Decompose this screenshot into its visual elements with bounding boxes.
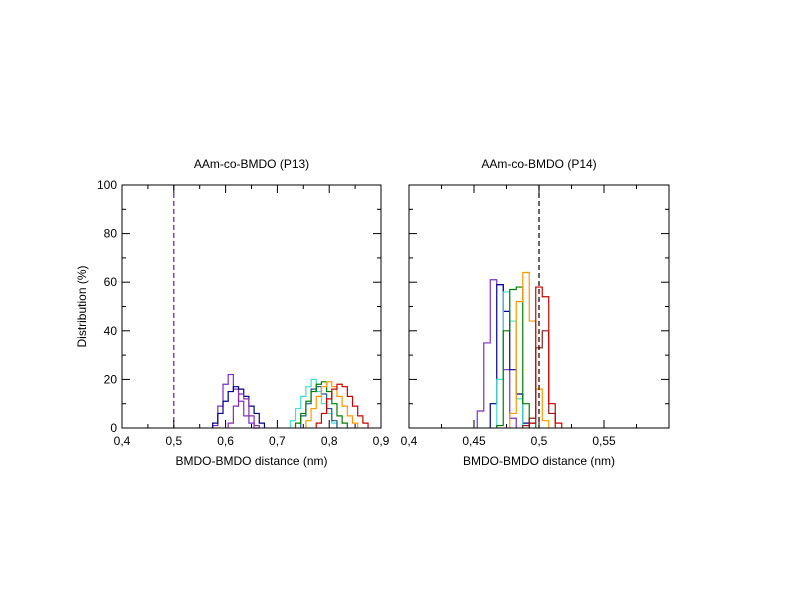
x-tick-label: 0,9 [373,434,390,448]
panel-2: AAm-co-BMDO (P14) 0,4 0,45 0,5 0,55 BMDO-BMDO… [401,157,670,468]
x-tick-label: 0,7 [269,434,286,448]
x-tick-label: 0,5 [531,434,548,448]
y-axis-label: Distribution (%) [75,265,89,347]
histogram-series-4 [289,378,338,428]
histogram-series-1 [476,279,517,428]
histogram-series-6 [294,381,348,428]
x-tick-label: 0,55 [592,434,616,448]
histogram-series-1 [212,373,260,429]
x-tick-label: 0,6 [217,434,234,448]
x-axis-label: BMDO-BMDO distance (nm) [175,454,327,468]
y-tick-label: 40 [104,324,118,338]
x-tick-label: 0,4 [401,434,418,448]
histogram-series-2 [212,386,266,428]
y-tick-label: 60 [104,275,118,289]
histogram-series-5 [509,271,550,428]
chart-title: AAm-co-BMDO (P13) [194,157,309,171]
plot-frame [121,184,382,429]
x-tick-label: 0,8 [321,434,338,448]
chart-title: AAm-co-BMDO (P14) [481,157,596,171]
histogram-series-8 [315,383,369,428]
x-tick-label: 0,45 [462,434,486,448]
x-axis-label: BMDO-BMDO distance (nm) [463,454,615,468]
x-tick-label: 0,5 [165,434,182,448]
y-tick-label: 20 [104,372,118,386]
histogram-series-7 [528,286,563,428]
y-tick-label: 100 [97,178,117,192]
histogram-series-7 [305,381,359,428]
x-tick-label: 0,4 [114,434,131,448]
y-tick-label: 80 [104,227,118,241]
panel-1: AAm-co-BMDO (P13) 0,4 0,5 0,6 0,7 0,8 0,9 0 20 40… [75,157,390,468]
y-tick-label: 0 [110,421,117,435]
histogram-series-3 [227,393,260,428]
